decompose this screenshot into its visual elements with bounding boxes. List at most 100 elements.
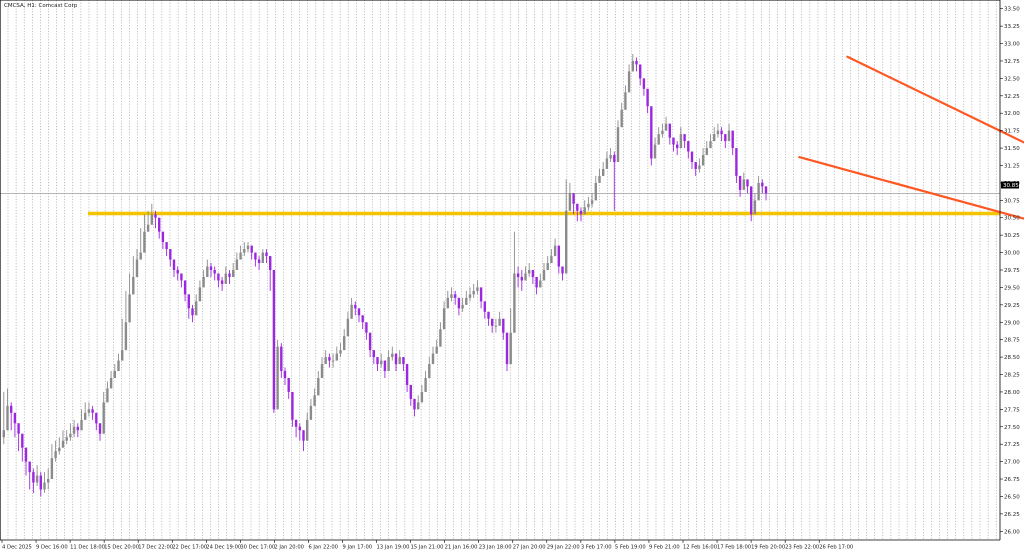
candle-bull xyxy=(109,378,113,389)
candle-bull xyxy=(324,357,327,365)
candle-bear xyxy=(294,419,298,427)
candle-bear xyxy=(764,186,768,194)
x-tick-label: 3 Feb 17:00 xyxy=(581,545,612,551)
candle-bull xyxy=(498,318,501,326)
candle-bear xyxy=(169,249,172,260)
candle-bull xyxy=(261,252,264,264)
candle-bull xyxy=(320,364,324,378)
candle-bear xyxy=(683,134,686,142)
current-price-label: 30.85 xyxy=(1003,183,1019,189)
candle-bear xyxy=(635,60,638,65)
candle-bear xyxy=(32,472,35,483)
candle-bull xyxy=(113,371,116,378)
x-tick-label: 17 Dec 22:00 xyxy=(138,545,173,551)
x-tick-label: 29 Jan 22:00 xyxy=(547,545,580,551)
candle-bear xyxy=(750,186,753,215)
trendline-upper xyxy=(846,55,1024,144)
candle-bear xyxy=(158,217,161,232)
candle-bull xyxy=(2,430,5,438)
candle-bear xyxy=(613,155,616,162)
candle-bull xyxy=(542,270,546,281)
candle-bear xyxy=(491,318,494,326)
x-tick-label: 17 Feb 18:00 xyxy=(717,545,751,551)
candle-bear xyxy=(676,144,679,149)
candle-bull xyxy=(701,155,705,166)
candle-bear xyxy=(531,270,535,277)
y-tick-label: 33.50 xyxy=(1004,7,1020,13)
candle-bear xyxy=(724,134,727,142)
candle-bear xyxy=(302,430,305,441)
y-tick-label: 30.00 xyxy=(1004,251,1020,257)
candle-bull xyxy=(391,353,394,358)
candle-bull xyxy=(380,360,383,365)
candle-bear xyxy=(95,412,98,424)
y-tick-label: 29.50 xyxy=(1004,285,1020,291)
candle-bull xyxy=(246,245,250,250)
candle-bear xyxy=(505,332,509,365)
candle-bull xyxy=(524,273,527,281)
candle-bull xyxy=(346,318,350,337)
candle-bear xyxy=(479,287,483,302)
candle-bear xyxy=(720,130,723,135)
candle-bear xyxy=(191,308,194,316)
x-tick-label: 5 Feb 19:00 xyxy=(615,545,646,551)
chart-title: CMCSA, H1: Comcast Corp xyxy=(4,3,78,9)
candle-bear xyxy=(639,64,642,79)
candle-bull xyxy=(550,256,553,264)
candle-bull xyxy=(232,270,235,277)
candle-bear xyxy=(457,297,461,309)
y-tick-label: 26.50 xyxy=(1004,494,1020,500)
candle-bull xyxy=(476,287,479,291)
candle-bull xyxy=(590,200,594,204)
y-tick-label: 32.25 xyxy=(1004,94,1020,100)
candle-bull xyxy=(35,475,39,483)
candle-bull xyxy=(594,182,597,201)
y-tick-label: 32.00 xyxy=(1004,111,1020,117)
candle-bear xyxy=(761,182,764,187)
candle-bear xyxy=(172,259,176,270)
y-tick-label: 28.50 xyxy=(1004,355,1020,361)
y-tick-label: 32.50 xyxy=(1004,76,1020,82)
candle-bull xyxy=(417,402,420,410)
y-tick-label: 27.25 xyxy=(1004,442,1020,448)
candle-bull xyxy=(335,353,338,361)
x-tick-label: 13 Jan 19:00 xyxy=(377,545,410,551)
y-tick-label: 28.00 xyxy=(1004,390,1020,396)
y-tick-label: 26.25 xyxy=(1004,512,1020,518)
candle-bear xyxy=(17,423,20,434)
candle-bear xyxy=(98,423,102,434)
candle-bull xyxy=(202,276,205,288)
candle-bear xyxy=(220,280,224,284)
y-tick-label: 26.75 xyxy=(1004,477,1020,483)
candle-bull xyxy=(198,287,202,302)
candle-bear xyxy=(280,346,283,372)
x-tick-label: 9 Jan 17:00 xyxy=(343,545,373,551)
candle-bear xyxy=(672,137,675,145)
candle-bear xyxy=(454,294,457,298)
candle-bull xyxy=(276,346,279,410)
candle-bear xyxy=(39,475,42,490)
y-tick-label: 32.75 xyxy=(1004,59,1020,65)
candle-bear xyxy=(187,294,190,309)
candle-bear xyxy=(154,214,157,218)
candle-bear xyxy=(646,88,649,107)
candle-bear xyxy=(28,461,31,473)
candle-bear xyxy=(376,357,379,365)
candle-bear xyxy=(10,405,13,413)
candle-bull xyxy=(598,175,601,183)
candle-bear xyxy=(13,412,17,424)
candle-bull xyxy=(705,148,708,156)
y-tick-label: 27.50 xyxy=(1004,425,1020,431)
candle-bull xyxy=(509,332,512,365)
candle-bear xyxy=(731,130,734,149)
candles xyxy=(2,54,768,497)
candle-bear xyxy=(361,315,364,323)
y-tick-label: 30.25 xyxy=(1004,233,1020,239)
candle-bear xyxy=(161,231,165,243)
candle-bull xyxy=(620,109,623,128)
candle-bull xyxy=(47,479,50,483)
candle-bull xyxy=(124,322,128,351)
candle-bull xyxy=(117,360,120,372)
candle-bear xyxy=(394,353,398,365)
